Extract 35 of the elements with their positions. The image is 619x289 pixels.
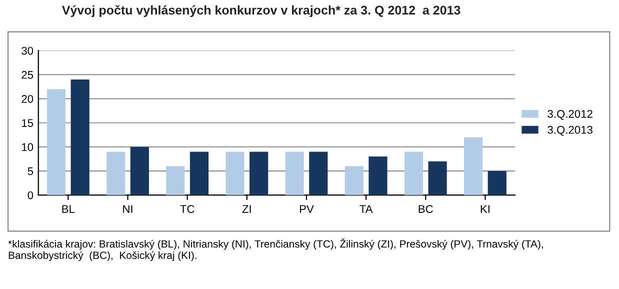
text: *klasifikácia krajov: Bratislavský (BL), Nitriansky (NI), Trenčiansky (TC), Žilinský (ZI), Prešovský (PV), Trnavský (TA), Banskobystrický (BC), Košický kraj (KI).	[8, 238, 543, 262]
x-tick-label: BC	[418, 205, 433, 213]
legend-label: 3.Q.2012	[548, 110, 592, 120]
bar	[404, 152, 424, 196]
y-tick-label: 10	[22, 143, 34, 152]
y-tick-label: 25	[22, 70, 34, 79]
bar	[166, 166, 185, 196]
bar	[488, 170, 506, 196]
legend-label: 3.Q.2013	[548, 126, 592, 136]
y-tick-label: 5	[28, 167, 34, 176]
bar	[285, 152, 304, 196]
x-tick-label: KI	[480, 205, 490, 213]
bar	[344, 166, 364, 196]
y-tick-label: 15	[22, 119, 34, 127]
bar	[70, 79, 90, 196]
x-tick-label: TC	[180, 205, 194, 213]
bar	[428, 161, 447, 196]
x-tick-label: TA	[360, 205, 373, 213]
x-tick-label: NI	[123, 205, 132, 213]
x-tick-label: ZI	[242, 205, 251, 213]
y-tick-label: 20	[22, 95, 34, 103]
bar	[309, 152, 328, 196]
x-tick-label: BL	[62, 205, 75, 213]
bar	[46, 89, 66, 196]
x-tick-label: PV	[300, 205, 314, 213]
bar	[130, 146, 149, 196]
bar	[226, 152, 244, 196]
bar	[190, 152, 209, 196]
chart-title: Vývoj počtu vyhlásených konkurzov v krajoch* za 3. Q 2012 a 2013	[62, 5, 460, 18]
y-tick-label: 0	[28, 191, 34, 200]
bar	[106, 152, 126, 196]
bar	[250, 152, 268, 196]
bar	[368, 156, 388, 196]
y-tick-label: 30	[22, 46, 34, 55]
bar	[464, 137, 483, 196]
